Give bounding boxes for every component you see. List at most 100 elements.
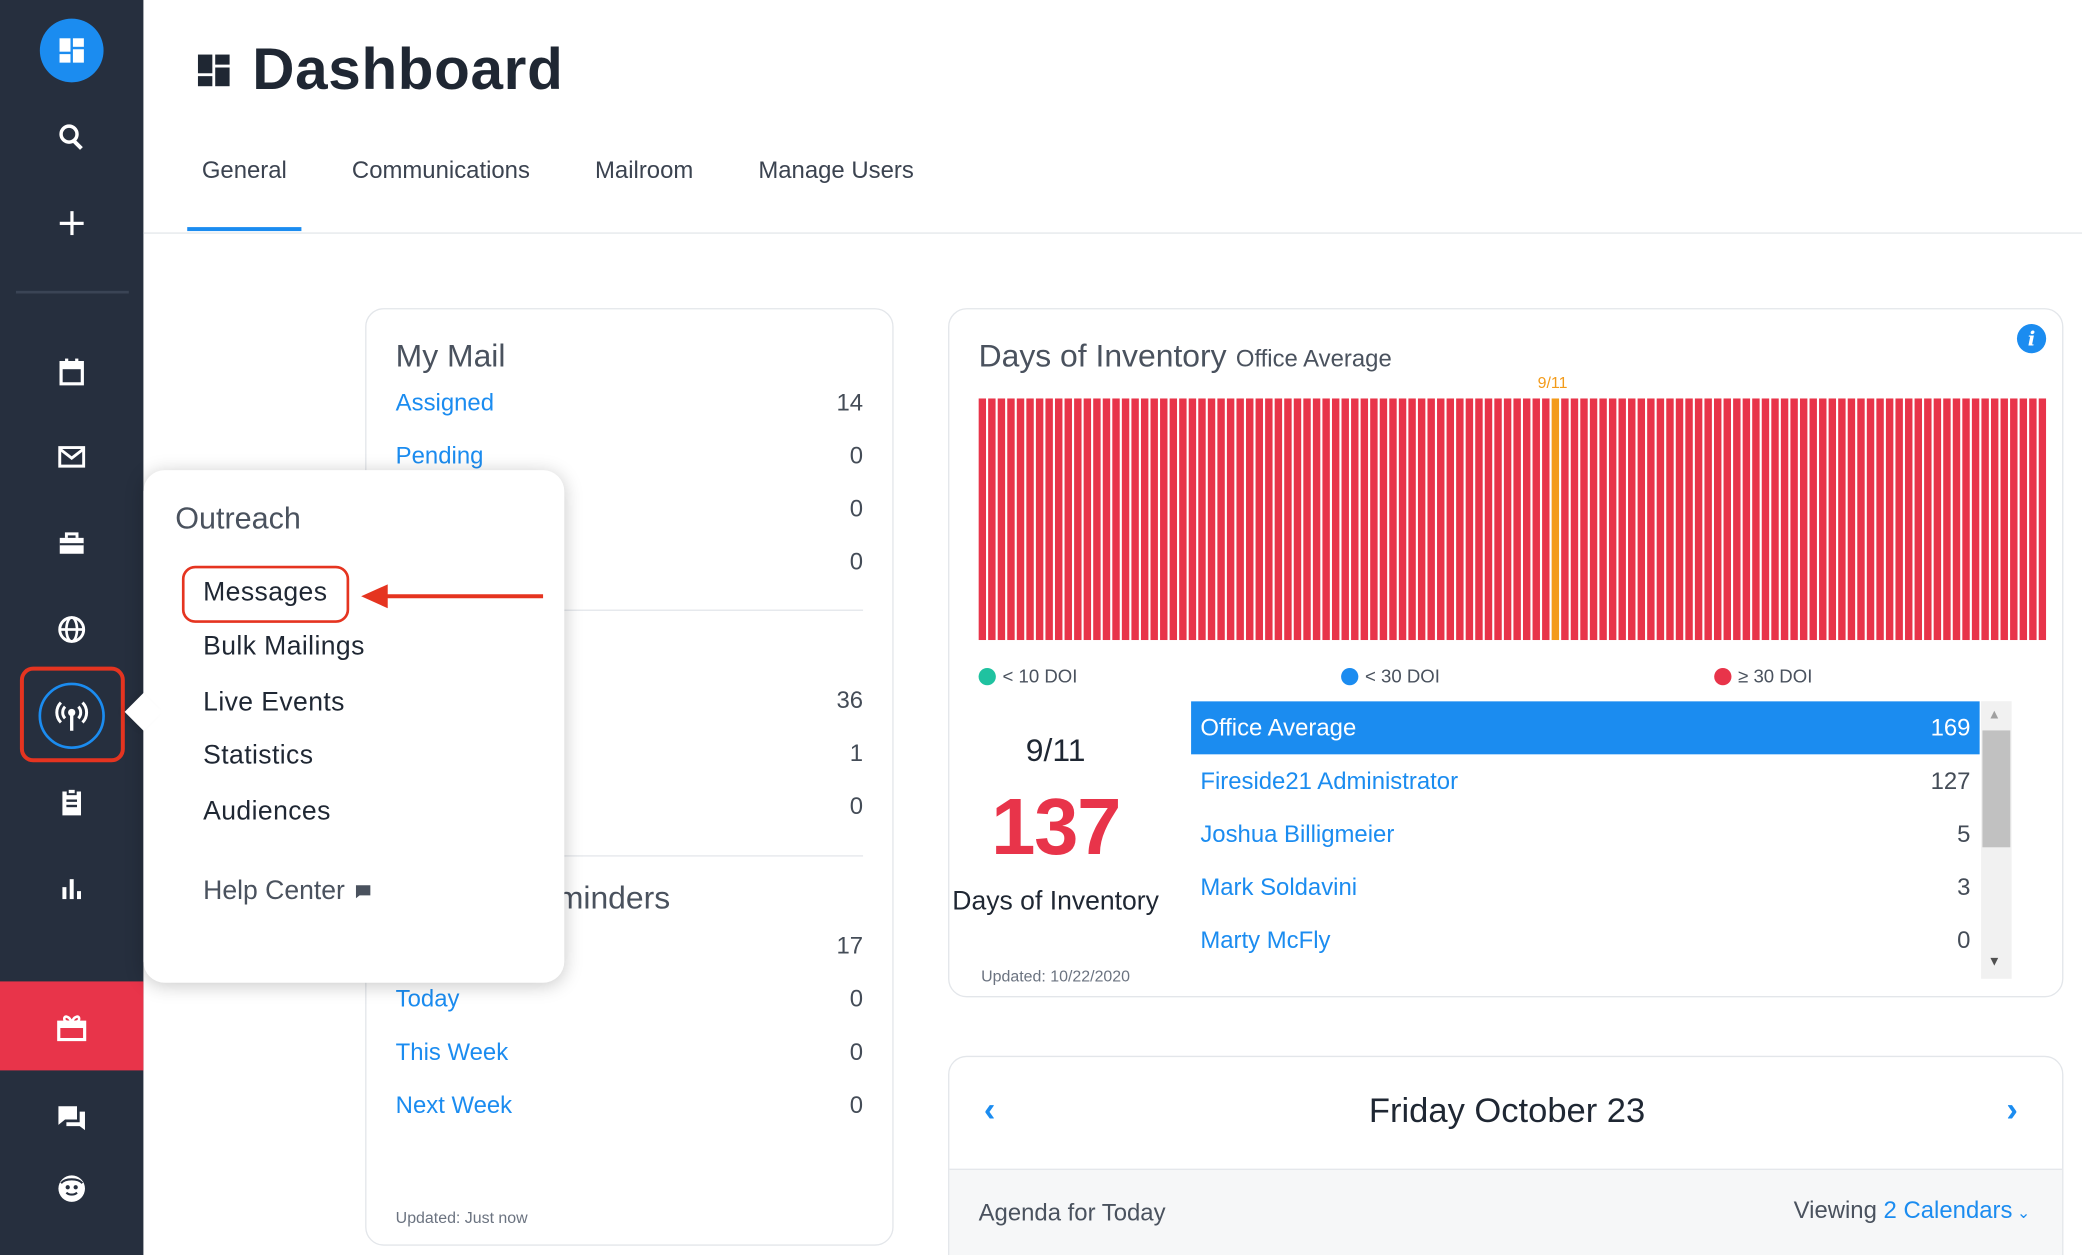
inventory-bar[interactable] [1608,398,1617,641]
list-item[interactable]: Office Average 169 [1191,701,1980,755]
inventory-bar[interactable] [1866,398,1875,641]
inventory-bar[interactable] [1121,398,1130,641]
inventory-bar[interactable] [1885,398,1894,641]
inventory-bar[interactable] [1628,398,1636,641]
chevron-left-icon[interactable]: ‹ [983,1088,996,1129]
inventory-bar[interactable] [1780,398,1789,641]
inventory-bar[interactable] [1217,398,1225,641]
menu-item-live-events[interactable]: Live Events [203,687,345,718]
inventory-bar[interactable] [1876,398,1884,641]
inventory-bar[interactable] [1790,398,1798,641]
info-icon[interactable]: i [2016,324,2047,354]
inventory-bar[interactable] [1188,398,1197,641]
calendars-dropdown[interactable]: 2 Calendars [1883,1196,2013,1224]
tab-communications[interactable]: Communications [351,156,530,184]
inventory-bar[interactable] [1064,398,1072,641]
inventory-bar[interactable] [1637,398,1646,641]
inventory-bar[interactable] [1140,398,1149,641]
doi-bar-chart[interactable] [978,398,2047,641]
inventory-bar[interactable] [1723,398,1731,641]
inventory-bar[interactable] [1102,398,1111,641]
inventory-bar[interactable] [1112,398,1120,641]
mail-row[interactable]: 17 [836,932,864,959]
inventory-bar[interactable] [1131,398,1139,641]
list-item[interactable]: Mark Soldavini 3 [1200,873,1971,900]
inventory-bar[interactable] [1714,398,1722,641]
scroll-down-icon[interactable]: ▼ [1987,954,2001,970]
inventory-bar[interactable] [1379,398,1388,641]
menu-item-audiences[interactable]: Audiences [203,796,331,827]
inventory-bar[interactable] [1331,398,1340,641]
mail-row-today[interactable]: Today 0 [395,985,864,1012]
inventory-bar[interactable] [1733,398,1741,641]
chat-icon[interactable] [25,1085,118,1151]
inventory-bar[interactable] [1293,398,1302,641]
inventory-bar[interactable] [1465,398,1474,641]
inventory-bar[interactable] [1618,398,1626,641]
plus-icon[interactable] [25,190,118,256]
inventory-bar[interactable] [1484,398,1493,641]
inventory-bar[interactable] [1236,398,1244,641]
inventory-bar[interactable] [1198,398,1206,641]
mail-row[interactable]: 36 [836,686,864,714]
inventory-bar[interactable] [1761,398,1770,641]
inventory-bar[interactable] [978,398,987,641]
mail-row[interactable]: 0 [849,495,864,522]
inventory-bar[interactable] [1647,398,1655,641]
mail-row-assigned[interactable]: Assigned 14 [395,389,864,416]
inventory-bar[interactable] [1016,398,1025,641]
inventory-bar[interactable] [1389,398,1397,641]
inventory-bar[interactable] [1265,398,1273,641]
menu-item-bulk-mailings[interactable]: Bulk Mailings [203,632,365,662]
inventory-bar[interactable] [1589,398,1598,641]
inventory-bar[interactable] [1054,398,1063,641]
inventory-bar[interactable] [1322,398,1330,641]
inventory-bar[interactable] [1494,398,1502,641]
inventory-bar[interactable] [988,398,996,641]
inventory-bar[interactable] [1838,398,1846,641]
inventory-bar[interactable] [1284,398,1292,641]
inventory-bar[interactable] [1809,398,1817,641]
inventory-bar[interactable] [1312,398,1321,641]
globe-icon[interactable] [25,596,118,662]
inventory-bar[interactable] [2029,398,2037,641]
inventory-bar[interactable] [1007,398,1015,641]
inventory-bar[interactable] [1752,398,1760,641]
inventory-bar[interactable] [1026,398,1034,641]
inventory-bar[interactable] [1694,398,1703,641]
tab-general[interactable]: General [187,146,302,232]
inventory-bar[interactable] [1656,398,1665,641]
mail-row[interactable]: 0 [849,792,864,820]
inventory-bar[interactable] [1179,398,1187,641]
inventory-bar[interactable] [1274,398,1283,641]
inventory-bar[interactable] [1045,398,1053,641]
inventory-bar[interactable] [1351,398,1359,641]
inventory-bar[interactable] [2019,398,2028,641]
inventory-bar[interactable] [1303,398,1311,641]
list-item[interactable]: Marty McFly 0 [1200,926,1971,953]
mail-row-this-week[interactable]: This Week 0 [395,1038,864,1066]
inventory-bar[interactable] [2038,398,2047,641]
scrollbar-thumb[interactable] [1982,730,2011,848]
mail-row[interactable]: 1 [849,739,864,767]
dashboard-icon[interactable] [39,18,104,83]
inventory-bar[interactable] [1685,398,1693,641]
inventory-bar[interactable] [1561,398,1569,641]
inventory-bar[interactable] [1408,398,1416,641]
inventory-bar[interactable] [1417,398,1426,641]
mail-icon[interactable] [25,424,118,490]
inventory-bar[interactable] [1255,398,1263,641]
inventory-bar[interactable] [1503,398,1512,641]
tab-mailroom[interactable]: Mailroom [595,156,694,184]
mail-row-next-week[interactable]: Next Week 0 [395,1091,864,1119]
inventory-bar[interactable] [1475,398,1483,641]
list-item[interactable]: Fireside21 Administrator 127 [1200,766,1971,794]
inventory-bar[interactable] [1551,398,1560,641]
bar-chart-icon[interactable] [25,855,118,921]
inventory-bar[interactable] [1666,398,1674,641]
inventory-bar[interactable] [1580,398,1588,641]
inventory-bar[interactable] [1570,398,1579,641]
search-icon[interactable] [25,104,118,170]
inventory-bar[interactable] [1398,398,1407,641]
inventory-bar[interactable] [1427,398,1435,641]
